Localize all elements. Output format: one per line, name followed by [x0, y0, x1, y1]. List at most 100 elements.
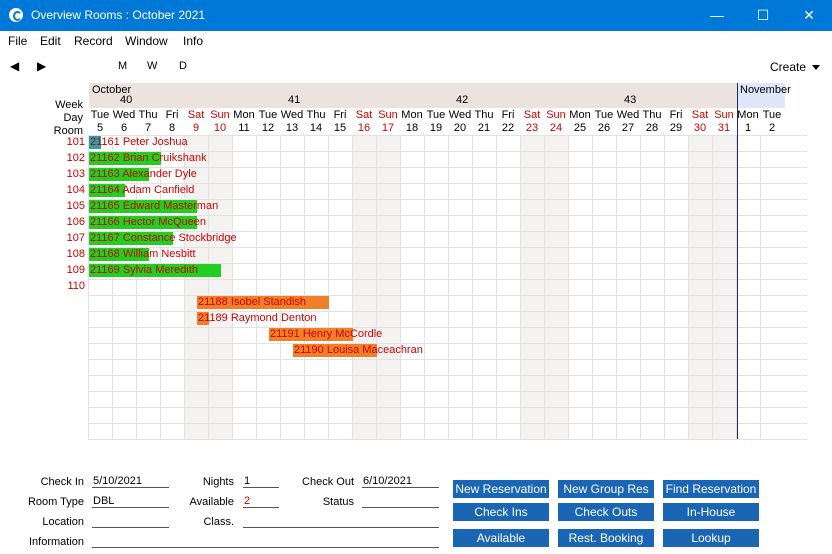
day-column[interactable]: [472, 135, 496, 439]
menu-window[interactable]: Window: [125, 34, 168, 48]
day-number: 28: [645, 122, 659, 134]
day-column[interactable]: [568, 135, 592, 439]
next-icon[interactable]: ▶: [37, 59, 47, 73]
day-column[interactable]: [232, 135, 256, 439]
day-column[interactable]: [328, 135, 352, 439]
lookup-button[interactable]: Lookup: [663, 529, 759, 547]
minimize-button[interactable]: —: [710, 7, 724, 23]
reservation-label[interactable]: 21161 Peter Joshua: [90, 136, 188, 148]
menu-file[interactable]: File: [8, 34, 28, 48]
room-row-label: Room: [53, 125, 83, 137]
row-divider: [88, 391, 807, 392]
day-column[interactable]: [664, 135, 688, 439]
reservation-bar[interactable]: [89, 168, 149, 181]
day-name: Wed: [448, 109, 472, 121]
nights-field[interactable]: 1: [243, 475, 279, 488]
find-reservation-button[interactable]: Find Reservation: [663, 480, 759, 498]
reservation-bar[interactable]: [269, 328, 353, 341]
reservation-label[interactable]: 21188 Isobel Standish: [198, 296, 307, 308]
reservation-bar[interactable]: [197, 296, 329, 309]
day-view-button[interactable]: D: [179, 60, 187, 72]
reservation-bar[interactable]: [89, 152, 161, 165]
day-column[interactable]: [280, 135, 304, 439]
day-column[interactable]: [112, 135, 136, 439]
day-name: Mon: [569, 109, 591, 121]
day-column[interactable]: [136, 135, 160, 439]
month-band-october: [89, 83, 737, 108]
available-button[interactable]: Available: [453, 529, 549, 547]
day-column[interactable]: [208, 135, 232, 439]
day-number: 12: [261, 122, 275, 134]
day-column[interactable]: [544, 135, 568, 439]
day-column[interactable]: [160, 135, 184, 439]
day-column[interactable]: [376, 135, 400, 439]
day-column[interactable]: [256, 135, 280, 439]
menu-edit[interactable]: Edit: [40, 34, 61, 48]
row-divider: [88, 311, 807, 312]
menu-record[interactable]: Record: [74, 34, 113, 48]
class-field[interactable]: [243, 515, 439, 528]
location-field[interactable]: [92, 515, 169, 528]
new-reservation-button[interactable]: New Reservation: [453, 480, 549, 498]
day-column[interactable]: [616, 135, 640, 439]
day-column[interactable]: [688, 135, 712, 439]
reservation-bar[interactable]: [197, 312, 209, 325]
day-column[interactable]: [592, 135, 616, 439]
day-name: Tue: [762, 109, 782, 121]
reservation-label[interactable]: 21162 Brian Cruikshank: [90, 152, 207, 164]
menu-info[interactable]: Info: [183, 34, 204, 48]
reservation-label[interactable]: 21165 Edward Masterman: [90, 200, 219, 212]
reservation-label[interactable]: 21166 Hector McQueen: [90, 216, 206, 228]
reservation-bar[interactable]: [293, 344, 377, 357]
month-view-button[interactable]: M: [118, 60, 128, 72]
reservation-bar[interactable]: [89, 216, 197, 229]
day-number: 31: [717, 122, 731, 134]
reservation-label[interactable]: 21169 Sylvia Meredith: [90, 264, 199, 276]
reservation-label[interactable]: 21189 Raymond Denton: [198, 312, 317, 324]
rest-booking-button[interactable]: Rest. Booking: [558, 529, 654, 547]
reservation-grid[interactable]: 21161 Peter Joshua 21162 Brian Cruikshank…: [88, 83, 807, 440]
check-ins-button[interactable]: Check Ins: [453, 503, 549, 521]
day-column[interactable]: [400, 135, 424, 439]
row-divider: [88, 183, 807, 184]
day-column[interactable]: [448, 135, 472, 439]
day-column[interactable]: [184, 135, 208, 439]
previous-icon[interactable]: ◀: [10, 59, 20, 73]
room-number: 108: [66, 248, 85, 260]
information-field[interactable]: [92, 535, 439, 548]
close-button[interactable]: ✕: [803, 7, 815, 23]
day-column[interactable]: [352, 135, 376, 439]
status-field[interactable]: [362, 495, 439, 508]
day-column[interactable]: [760, 135, 784, 439]
reservation-label[interactable]: 21191 Henry McCordle: [270, 328, 383, 340]
check-outs-button[interactable]: Check Outs: [558, 503, 654, 521]
day-column[interactable]: [88, 135, 112, 439]
reservation-label[interactable]: 21168 William Nesbitt: [90, 248, 196, 260]
day-column[interactable]: [424, 135, 448, 439]
day-name: Sun: [210, 109, 230, 121]
reservation-label[interactable]: 21190 Louisa Maceachran: [294, 344, 423, 356]
reservation-label[interactable]: 21164 Adam Canfield: [90, 184, 195, 196]
day-column[interactable]: [520, 135, 544, 439]
check-out-field[interactable]: 6/10/2021: [362, 475, 439, 488]
in-house-button[interactable]: In-House: [663, 503, 759, 521]
room-type-field[interactable]: DBL: [92, 495, 169, 508]
reservation-bar[interactable]: [89, 232, 173, 245]
day-column[interactable]: [736, 135, 760, 439]
maximize-button[interactable]: ☐: [756, 7, 770, 23]
reservation-label[interactable]: 21167 Constance Stockbridge: [90, 232, 237, 244]
reservation-label[interactable]: 21163 Alexander Dyle: [90, 168, 197, 180]
day-column[interactable]: [640, 135, 664, 439]
reservation-bar[interactable]: [89, 264, 221, 277]
day-column[interactable]: [712, 135, 736, 439]
day-column[interactable]: [304, 135, 328, 439]
check-in-field[interactable]: 5/10/2021: [92, 475, 169, 488]
reservation-bar[interactable]: [89, 184, 125, 197]
reservation-bar[interactable]: [89, 248, 149, 261]
week-view-button[interactable]: W: [147, 60, 158, 72]
day-column[interactable]: [496, 135, 520, 439]
reservation-bar[interactable]: [89, 136, 101, 149]
new-group-res-button[interactable]: New Group Res: [558, 480, 654, 498]
create-menu[interactable]: Create: [770, 60, 821, 74]
reservation-bar[interactable]: [89, 200, 197, 213]
